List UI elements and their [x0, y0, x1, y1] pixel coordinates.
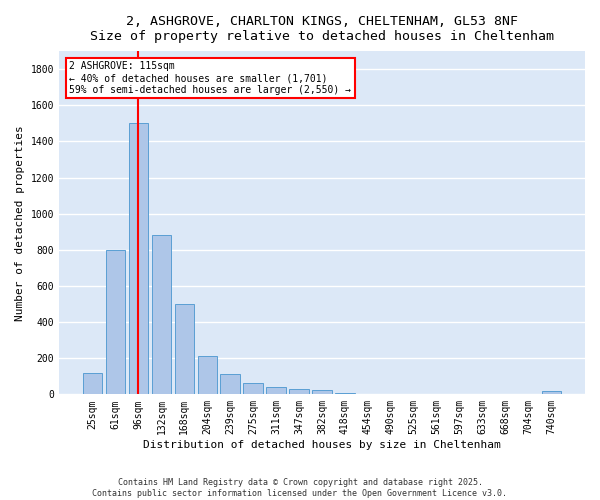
Bar	[197, 356, 217, 395]
Bar	[83, 372, 103, 394]
Bar	[312, 390, 332, 394]
Bar	[244, 382, 263, 394]
Bar	[152, 236, 171, 394]
Bar	[266, 387, 286, 394]
Bar	[220, 374, 240, 394]
Text: Contains HM Land Registry data © Crown copyright and database right 2025.
Contai: Contains HM Land Registry data © Crown c…	[92, 478, 508, 498]
Title: 2, ASHGROVE, CHARLTON KINGS, CHELTENHAM, GL53 8NF
Size of property relative to d: 2, ASHGROVE, CHARLTON KINGS, CHELTENHAM,…	[90, 15, 554, 43]
Bar	[335, 392, 355, 394]
Text: 2 ASHGROVE: 115sqm
← 40% of detached houses are smaller (1,701)
59% of semi-deta: 2 ASHGROVE: 115sqm ← 40% of detached hou…	[70, 62, 352, 94]
X-axis label: Distribution of detached houses by size in Cheltenham: Distribution of detached houses by size …	[143, 440, 501, 450]
Y-axis label: Number of detached properties: Number of detached properties	[15, 125, 25, 320]
Bar	[542, 390, 561, 394]
Bar	[106, 250, 125, 394]
Bar	[129, 124, 148, 394]
Bar	[289, 389, 309, 394]
Bar	[175, 304, 194, 394]
